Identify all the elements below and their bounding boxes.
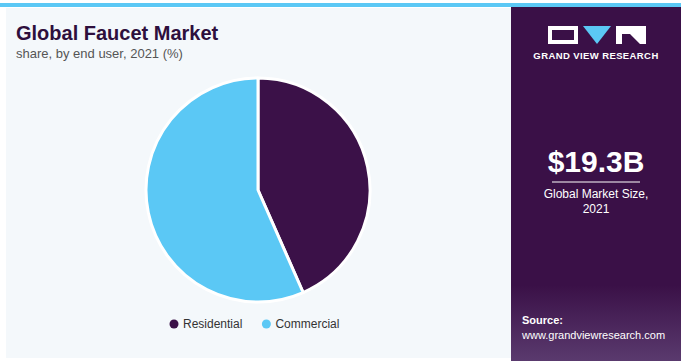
legend-swatch <box>170 320 179 329</box>
chart: Global Faucet Market share, by end user, … <box>0 0 681 361</box>
logo-mark <box>616 26 646 44</box>
legend-label: Commercial <box>275 317 339 331</box>
divider <box>552 182 640 183</box>
label-line: 2021 <box>583 202 610 216</box>
legend-label: Residential <box>183 317 242 331</box>
legend-swatch <box>262 320 271 329</box>
pie-slice <box>146 78 303 302</box>
logo <box>548 26 646 44</box>
plot-background <box>6 8 511 358</box>
pie <box>146 78 370 302</box>
market-size: $19.3B <box>548 145 645 178</box>
logo-mark <box>583 26 611 44</box>
market-size-label: Global Market Size,2021 <box>544 187 649 216</box>
source-url: www.grandviewresearch.com <box>521 329 665 341</box>
brand: GRAND VIEW RESEARCH <box>533 50 658 61</box>
label-line: Global Market Size, <box>544 187 649 201</box>
logo-mark <box>548 26 578 44</box>
title: Global Faucet Market <box>16 22 219 44</box>
source-panel <box>511 285 681 361</box>
background <box>0 0 681 361</box>
source: Source: <box>522 314 563 326</box>
subtitle: share, by end user, 2021 (%) <box>16 46 183 61</box>
side-panel <box>511 7 681 361</box>
legend: Residential Commercial <box>170 317 340 331</box>
top-bar <box>0 3 681 7</box>
